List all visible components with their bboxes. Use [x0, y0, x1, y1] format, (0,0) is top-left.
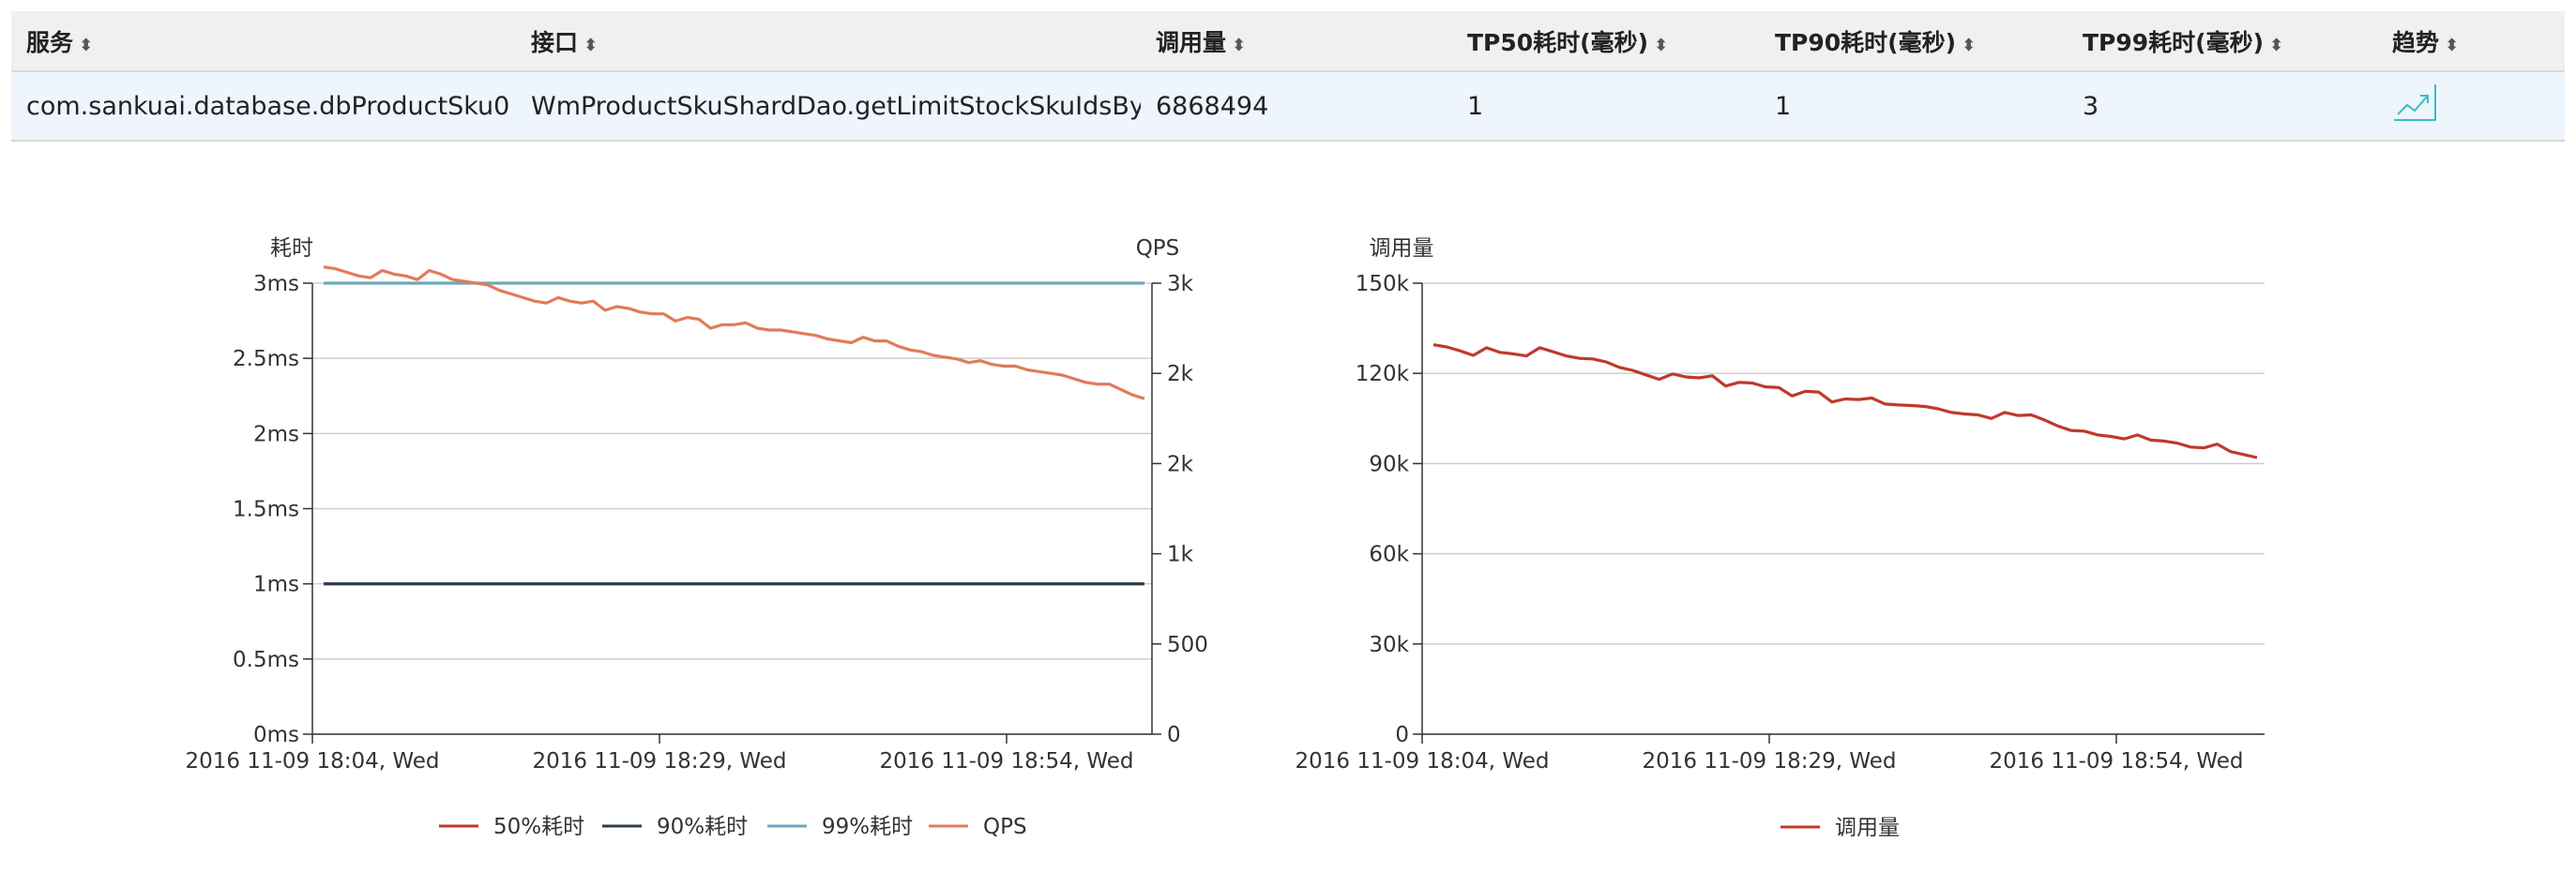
- column-label: 接口: [531, 28, 579, 56]
- y-tick-label: 2ms: [253, 422, 299, 446]
- service-table-wrapper: 服务 ⬍ 接口 ⬍ 调用量 ⬍ TP50耗时(毫秒) ⬍ TP90耗时(毫秒) ⬍ TP9…: [11, 11, 2565, 142]
- column-label: 服务: [26, 28, 74, 56]
- column-label: TP99耗时(毫秒): [2083, 28, 2265, 56]
- column-header-trend[interactable]: 趋势 ⬍: [2377, 11, 2565, 72]
- x-tick-label: 2016 11-09 18:54, Wed: [1989, 749, 2243, 774]
- column-header-tp99[interactable]: TP99耗时(毫秒) ⬍: [2068, 11, 2377, 72]
- table-header-row: 服务 ⬍ 接口 ⬍ 调用量 ⬍ TP50耗时(毫秒) ⬍ TP90耗时(毫秒) ⬍ TP9…: [11, 11, 2565, 72]
- y-tick-label: 0: [1395, 723, 1409, 747]
- y-axis-title: 调用量: [1370, 236, 1434, 261]
- column-header-service[interactable]: 服务 ⬍: [11, 11, 516, 72]
- sort-icon[interactable]: ⬍: [583, 35, 599, 55]
- cell-tp90: 1: [1760, 71, 2068, 142]
- series-line: [323, 265, 1145, 400]
- legend-label: 50%耗时: [493, 815, 584, 839]
- column-label: TP50耗时(毫秒): [1467, 28, 1649, 56]
- sort-icon[interactable]: ⬍: [1232, 35, 1247, 55]
- y-right-tick-label: 500: [1167, 633, 1208, 657]
- y-right-tick-label: 3k: [1167, 272, 1194, 296]
- y-tick-label: 0.5ms: [233, 648, 299, 672]
- sort-icon[interactable]: ⬍: [2269, 35, 2284, 55]
- y-right-tick-label: 2k: [1167, 362, 1194, 386]
- x-tick-label: 2016 11-09 18:29, Wed: [532, 749, 786, 774]
- column-label: TP90耗时(毫秒): [1775, 28, 1957, 56]
- y-right-tick-label: 1k: [1167, 543, 1194, 567]
- legend-label: 99%耗时: [822, 815, 913, 839]
- y-tick-label: 3ms: [253, 272, 299, 296]
- y-tick-label: 120k: [1356, 362, 1410, 386]
- legend-label: 调用量: [1835, 816, 1900, 840]
- y-tick-label: 1.5ms: [233, 498, 299, 522]
- x-tick-label: 2016 11-09 18:04, Wed: [185, 749, 439, 774]
- sort-icon[interactable]: ⬍: [1962, 35, 1977, 55]
- sort-icon[interactable]: ⬍: [79, 35, 94, 55]
- y-right-tick-label: 0: [1167, 723, 1181, 747]
- cell-trend: [2377, 71, 2565, 142]
- y-tick-label: 1ms: [253, 573, 299, 597]
- x-tick-label: 2016 11-09 18:04, Wed: [1295, 749, 1549, 774]
- cell-calls: 6868494: [1141, 71, 1452, 142]
- column-header-tp90[interactable]: TP90耗时(毫秒) ⬍: [1760, 11, 2068, 72]
- cell-service: com.sankuai.database.dbProductSku0: [11, 71, 516, 142]
- y-tick-label: 150k: [1356, 272, 1410, 296]
- y-right-tick-label: 2k: [1167, 452, 1194, 476]
- y-tick-label: 60k: [1369, 543, 1409, 567]
- x-tick-label: 2016 11-09 18:54, Wed: [879, 749, 1133, 774]
- column-label: 调用量: [1156, 28, 1227, 56]
- column-header-tp50[interactable]: TP50耗时(毫秒) ⬍: [1452, 11, 1760, 72]
- column-label: 趋势: [2392, 28, 2440, 56]
- column-header-calls[interactable]: 调用量 ⬍: [1141, 11, 1452, 72]
- sort-icon[interactable]: ⬍: [1654, 35, 1669, 55]
- series-line: [1432, 343, 2258, 459]
- y-axis-right-title: QPS: [1136, 236, 1180, 261]
- y-tick-label: 0ms: [253, 723, 299, 747]
- cell-tp99: 3: [2068, 71, 2377, 142]
- table-row[interactable]: com.sankuai.database.dbProductSku0 WmPro…: [11, 71, 2565, 142]
- y-axis-title: 耗时: [270, 236, 313, 261]
- trend-chart-icon[interactable]: [2392, 83, 2437, 124]
- sort-icon[interactable]: ⬍: [2445, 35, 2460, 55]
- y-tick-label: 90k: [1369, 452, 1409, 476]
- column-header-interface[interactable]: 接口 ⬍: [516, 11, 1141, 72]
- x-tick-label: 2016 11-09 18:29, Wed: [1642, 749, 1896, 774]
- y-tick-label: 2.5ms: [233, 347, 299, 371]
- cell-interface: WmProductSkuShardDao.getLimitStockSkuIds…: [516, 71, 1141, 142]
- service-table: 服务 ⬍ 接口 ⬍ 调用量 ⬍ TP50耗时(毫秒) ⬍ TP90耗时(毫秒) ⬍ TP9…: [11, 11, 2565, 142]
- y-tick-label: 30k: [1369, 633, 1409, 657]
- cell-tp50: 1: [1452, 71, 1760, 142]
- legend-label: 90%耗时: [657, 815, 748, 839]
- legend-label: QPS: [983, 815, 1027, 839]
